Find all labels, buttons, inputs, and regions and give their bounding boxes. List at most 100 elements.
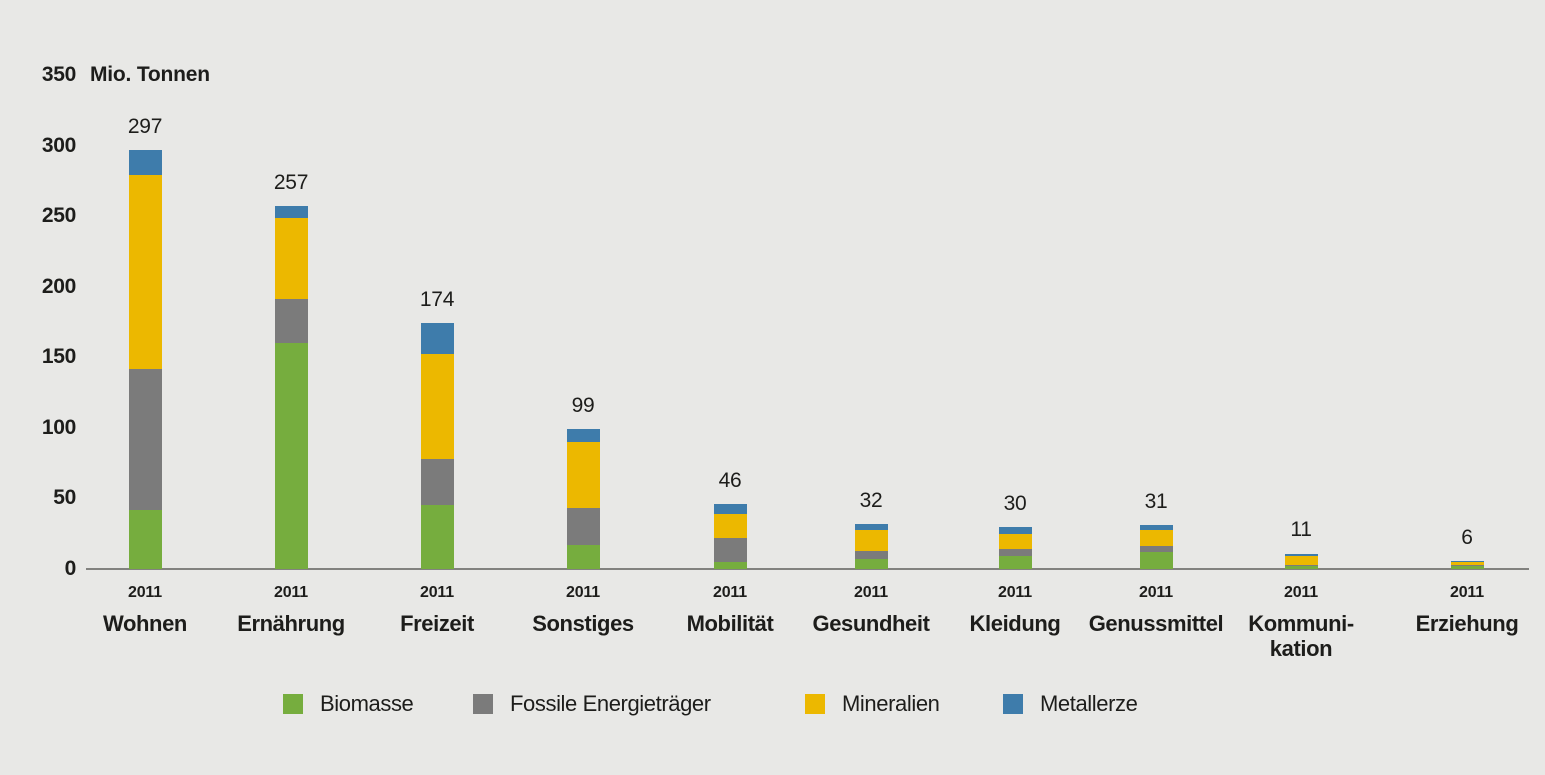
bar-segment-fossile-energietr-ger (128, 368, 162, 510)
y-axis-tick-label: 50 (53, 486, 76, 510)
bar-column (713, 504, 747, 569)
x-axis-category-label: Kommuni- kation (1248, 611, 1354, 662)
bar-segment-fossile-energietr-ger (420, 458, 454, 506)
bar-total-label: 257 (273, 171, 309, 195)
x-axis-category-label: Kleidung (969, 611, 1061, 636)
x-axis-year-label: 2011 (854, 584, 888, 601)
bar-segment-fossile-energietr-ger (1139, 546, 1173, 553)
bar-segment-mineralien (998, 533, 1032, 550)
bar-column (854, 523, 888, 569)
bar-segment-mineralien (713, 513, 747, 538)
legend-swatch-icon (473, 694, 493, 714)
bar-segment-biomasse (1450, 566, 1484, 569)
bar-total-label: 174 (419, 288, 455, 312)
x-axis-category-label: Genussmittel (1088, 611, 1224, 636)
bar-segment-metallerze (274, 206, 308, 218)
bar-segment-mineralien (566, 441, 600, 509)
bar-segment-metallerze (566, 429, 600, 442)
bar-segment-mineralien (420, 354, 454, 459)
bar-total-label: 46 (718, 469, 742, 493)
legend-swatch-icon (1003, 694, 1023, 714)
bar-segment-mineralien (854, 529, 888, 551)
x-axis-category-label: Freizeit (400, 611, 474, 636)
x-axis-year-label: 2011 (1139, 584, 1173, 601)
bar-column (274, 206, 308, 569)
bar-segment-metallerze (713, 504, 747, 514)
legend-swatch-icon (283, 694, 303, 714)
x-axis-baseline (86, 568, 1529, 570)
x-axis-year-label: 2011 (998, 584, 1032, 601)
bar-segment-fossile-energietr-ger (274, 299, 308, 344)
bar-segment-metallerze (128, 149, 162, 176)
x-axis-category-label: Gesundheit (812, 611, 930, 636)
bar-total-label: 32 (859, 488, 883, 512)
bar-segment-fossile-energietr-ger (1284, 564, 1318, 567)
y-axis-tick-label: 200 (41, 274, 76, 298)
legend-label: Biomasse (320, 691, 414, 716)
y-axis-unit-label: Mio. Tonnen (90, 63, 210, 86)
x-axis-year-label: 2011 (566, 584, 600, 601)
y-axis-tick-label: 350 (41, 63, 76, 86)
x-axis-category-label: Sonstiges (532, 611, 634, 636)
bar-segment-biomasse (128, 509, 162, 569)
legend-item-mineralien: Mineralien (805, 691, 940, 717)
y-axis-tick-label: 250 (41, 204, 76, 228)
x-axis-category-label: Mobilität (686, 611, 774, 636)
bar-segment-biomasse (854, 559, 888, 569)
bar-segment-metallerze (1139, 525, 1173, 530)
x-axis-category-label: Wohnen (103, 611, 187, 636)
y-axis-tick-label: 100 (41, 415, 76, 439)
x-axis-year-label: 2011 (1284, 584, 1318, 601)
bar-segment-biomasse (420, 505, 454, 569)
bar-column (566, 429, 600, 569)
bar-column (1284, 553, 1318, 569)
bar-column (998, 526, 1032, 569)
bar-column (420, 323, 454, 569)
bar-segment-biomasse (998, 556, 1032, 569)
legend-item-fossile-energietr-ger: Fossile Energieträger (473, 691, 711, 717)
legend-item-metallerze: Metallerze (1003, 691, 1138, 717)
x-axis-year-label: 2011 (420, 584, 454, 601)
bar-total-label: 30 (1003, 491, 1027, 515)
x-axis-year-label: 2011 (128, 584, 162, 601)
bar-segment-fossile-energietr-ger (998, 549, 1032, 557)
bar-segment-metallerze (854, 523, 888, 530)
bar-total-label: 99 (571, 394, 595, 418)
legend-label: Fossile Energieträger (510, 691, 711, 716)
bar-segment-mineralien (274, 217, 308, 300)
bar-segment-biomasse (274, 343, 308, 569)
bar-column (1139, 525, 1173, 569)
bar-column (1450, 560, 1484, 569)
y-axis-tick-label: 300 (41, 133, 76, 157)
bar-segment-mineralien (1450, 561, 1484, 565)
legend-swatch-icon (805, 694, 825, 714)
y-axis-tick-label: 150 (41, 345, 76, 369)
bar-segment-metallerze (998, 526, 1032, 534)
bar-segment-biomasse (713, 561, 747, 569)
bar-segment-biomasse (566, 545, 600, 569)
y-axis-tick-label: 0 (64, 557, 77, 580)
bar-segment-metallerze (1450, 560, 1484, 562)
bar-total-label: 11 (1290, 518, 1312, 542)
bar-segment-fossile-energietr-ger (713, 537, 747, 562)
bar-segment-fossile-energietr-ger (566, 508, 600, 545)
bar-column (128, 149, 162, 569)
bar-segment-biomasse (1284, 566, 1318, 569)
legend-label: Mineralien (842, 691, 940, 716)
x-axis-year-label: 2011 (1450, 584, 1484, 601)
bar-total-label: 6 (1461, 525, 1473, 549)
bar-segment-mineralien (1139, 529, 1173, 547)
bar-segment-mineralien (128, 175, 162, 369)
bar-segment-biomasse (1139, 552, 1173, 569)
x-axis-year-label: 2011 (274, 584, 308, 601)
bar-segment-fossile-energietr-ger (854, 550, 888, 560)
bar-total-label: 31 (1144, 490, 1168, 514)
legend-item-biomasse: Biomasse (283, 691, 414, 717)
bar-total-label: 297 (127, 114, 163, 138)
legend-label: Metallerze (1040, 691, 1138, 716)
bar-segment-metallerze (1284, 553, 1318, 557)
bar-segment-metallerze (420, 323, 454, 355)
x-axis-category-label: Ernährung (237, 611, 345, 636)
x-axis-category-label: Erziehung (1415, 611, 1519, 636)
